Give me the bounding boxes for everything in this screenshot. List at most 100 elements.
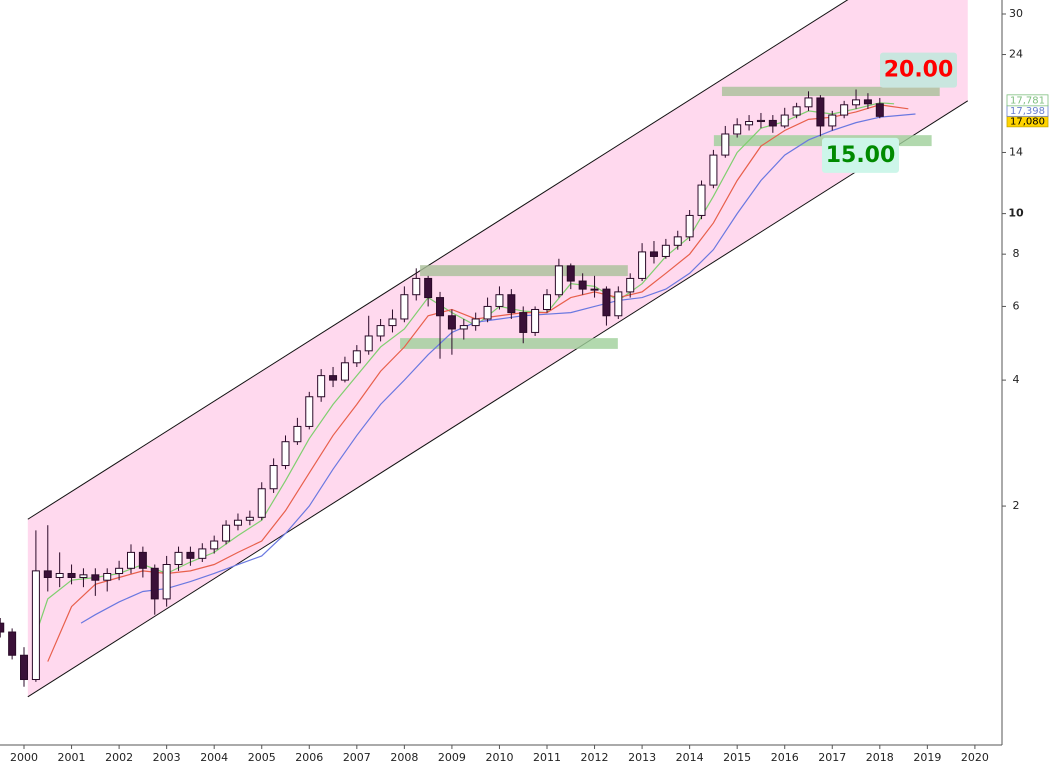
candle-body xyxy=(459,325,468,330)
x-tick-label: 2013 xyxy=(628,751,656,764)
candle-body xyxy=(471,318,480,327)
candle-body xyxy=(126,551,135,569)
candle-body xyxy=(745,121,754,126)
candle-body xyxy=(792,106,801,116)
candle-body xyxy=(649,251,658,257)
price-tag-label: 17,781 xyxy=(1010,95,1045,106)
y-tick-label: 2 xyxy=(1013,499,1020,512)
candle-body xyxy=(186,551,195,559)
candle-body xyxy=(756,119,765,123)
candle-body xyxy=(531,308,540,333)
y-tick-label: 14 xyxy=(1009,145,1023,158)
candle-body xyxy=(578,280,587,290)
y-tick-label: 24 xyxy=(1009,48,1023,61)
candle-body xyxy=(352,350,361,364)
y-tick-label: 30 xyxy=(1009,7,1023,20)
y-tick-label: 8 xyxy=(1013,247,1020,260)
candle-body xyxy=(424,277,433,299)
candle-body xyxy=(269,465,278,490)
x-tick-label: 2018 xyxy=(866,751,894,764)
candle-body xyxy=(590,288,599,291)
candle-body xyxy=(554,265,563,296)
candle-body xyxy=(638,251,647,279)
candle-body xyxy=(317,375,326,398)
candle-body xyxy=(768,119,777,127)
candle-body xyxy=(245,516,254,521)
candle-body xyxy=(162,564,171,600)
candle-body xyxy=(697,184,706,216)
candle-body xyxy=(436,297,445,317)
channel-line xyxy=(27,0,849,520)
candle-body xyxy=(281,441,290,467)
candle-body xyxy=(780,114,789,127)
x-tick-label: 2011 xyxy=(533,751,561,764)
candle-body xyxy=(709,154,718,186)
y-tick-label: 10 xyxy=(1008,207,1024,220)
plot-area xyxy=(0,0,969,698)
candle-body xyxy=(388,318,397,327)
candle-body xyxy=(222,524,231,542)
level-zone xyxy=(420,265,628,277)
price-label: 20.00 xyxy=(884,58,954,83)
candle-body xyxy=(721,133,730,156)
candle-body xyxy=(43,570,52,578)
candle-body xyxy=(673,236,682,246)
candle-body xyxy=(364,335,373,352)
x-tick-label: 2008 xyxy=(390,751,418,764)
channel-line xyxy=(27,100,969,698)
candle-body xyxy=(495,294,504,307)
x-tick-label: 2020 xyxy=(961,751,989,764)
candle-body xyxy=(828,114,837,127)
candle-body xyxy=(0,622,5,633)
candle-body xyxy=(138,551,147,569)
y-tick-label: 4 xyxy=(1013,373,1020,386)
x-tick-label: 2007 xyxy=(343,751,371,764)
candle-body xyxy=(863,99,872,105)
candle-body xyxy=(661,244,670,257)
x-tick-label: 2001 xyxy=(58,751,86,764)
candle-body xyxy=(31,570,40,681)
y-tick-label: 6 xyxy=(1013,299,1020,312)
candle-body xyxy=(376,325,385,337)
candle-body xyxy=(507,294,516,314)
candle-body xyxy=(233,519,242,526)
candle-body xyxy=(115,567,124,574)
x-tick-label: 2000 xyxy=(10,751,38,764)
x-tick-label: 2016 xyxy=(771,751,799,764)
candle-body xyxy=(20,654,29,681)
candle-body xyxy=(519,312,528,333)
candle-body xyxy=(733,124,742,135)
candle-body xyxy=(91,574,100,581)
candle-body xyxy=(198,548,207,559)
candle-body xyxy=(305,396,314,427)
candle-body xyxy=(447,315,456,330)
candle-body xyxy=(602,288,611,317)
candle-body xyxy=(329,375,338,381)
price-label: 15.00 xyxy=(826,143,896,168)
x-tick-label: 2017 xyxy=(818,751,846,764)
candle-body xyxy=(412,277,421,296)
candle-body xyxy=(685,214,694,238)
x-tick-label: 2012 xyxy=(581,751,609,764)
candle-body xyxy=(614,291,623,317)
candle-body xyxy=(210,540,219,550)
candle-body xyxy=(804,97,813,108)
level-zone xyxy=(721,86,940,97)
x-tick-label: 2014 xyxy=(676,751,704,764)
candle-body xyxy=(626,277,635,293)
candle-body xyxy=(400,294,409,320)
candle-body xyxy=(483,305,492,320)
candle-body xyxy=(816,97,825,127)
price-label-box xyxy=(880,52,957,88)
price-tag-label: 17,080 xyxy=(1010,116,1045,127)
candle-body xyxy=(103,572,112,581)
candle-body xyxy=(55,572,64,578)
x-tick-label: 2019 xyxy=(913,751,941,764)
candle-body xyxy=(566,265,575,282)
candle-body xyxy=(340,362,349,381)
candle-body xyxy=(8,631,17,656)
price-tag xyxy=(1006,94,1049,107)
candle-body xyxy=(293,425,302,443)
